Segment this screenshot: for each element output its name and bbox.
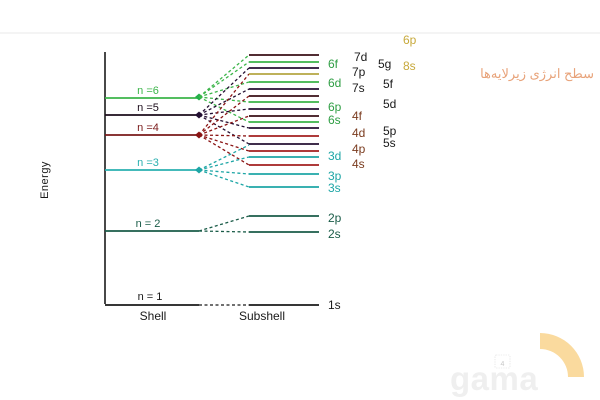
- svg-text:n =4: n =4: [137, 122, 159, 134]
- svg-text:5d: 5d: [383, 97, 396, 111]
- svg-text:n =6: n =6: [137, 85, 159, 97]
- svg-text:4p: 4p: [352, 142, 366, 156]
- svg-text:7s: 7s: [352, 81, 365, 95]
- svg-text:سطح انرژی زیرلایه‌ها: سطح انرژی زیرلایه‌ها: [480, 66, 594, 82]
- svg-text:3s: 3s: [328, 181, 341, 195]
- svg-text:n = 2: n = 2: [136, 218, 161, 230]
- svg-text:5f: 5f: [383, 77, 394, 91]
- svg-text:5g: 5g: [378, 57, 391, 71]
- svg-text:n =3: n =3: [137, 157, 159, 169]
- svg-text:6f: 6f: [328, 57, 339, 71]
- svg-text:1s: 1s: [328, 298, 341, 312]
- svg-text:7d: 7d: [354, 50, 367, 64]
- svg-text:4s: 4s: [352, 157, 365, 171]
- svg-text:7p: 7p: [352, 65, 366, 79]
- svg-text:6d: 6d: [328, 76, 341, 90]
- svg-text:6p: 6p: [403, 33, 417, 47]
- svg-text:2p: 2p: [328, 211, 342, 225]
- svg-text:4f: 4f: [352, 109, 363, 123]
- svg-text:Shell: Shell: [140, 309, 167, 323]
- svg-text:n = 1: n = 1: [138, 291, 163, 303]
- svg-text:Energy: Energy: [39, 161, 51, 199]
- svg-text:Subshell: Subshell: [239, 309, 285, 323]
- svg-text:n =5: n =5: [137, 102, 159, 114]
- svg-text:6p: 6p: [328, 100, 342, 114]
- svg-text:8s: 8s: [403, 59, 416, 73]
- svg-text:5s: 5s: [383, 136, 396, 150]
- svg-text:6s: 6s: [328, 113, 341, 127]
- svg-text:4d: 4d: [352, 126, 365, 140]
- svg-text:gama: gama: [450, 360, 538, 397]
- svg-text:3d: 3d: [328, 149, 341, 163]
- svg-text:2s: 2s: [328, 227, 341, 241]
